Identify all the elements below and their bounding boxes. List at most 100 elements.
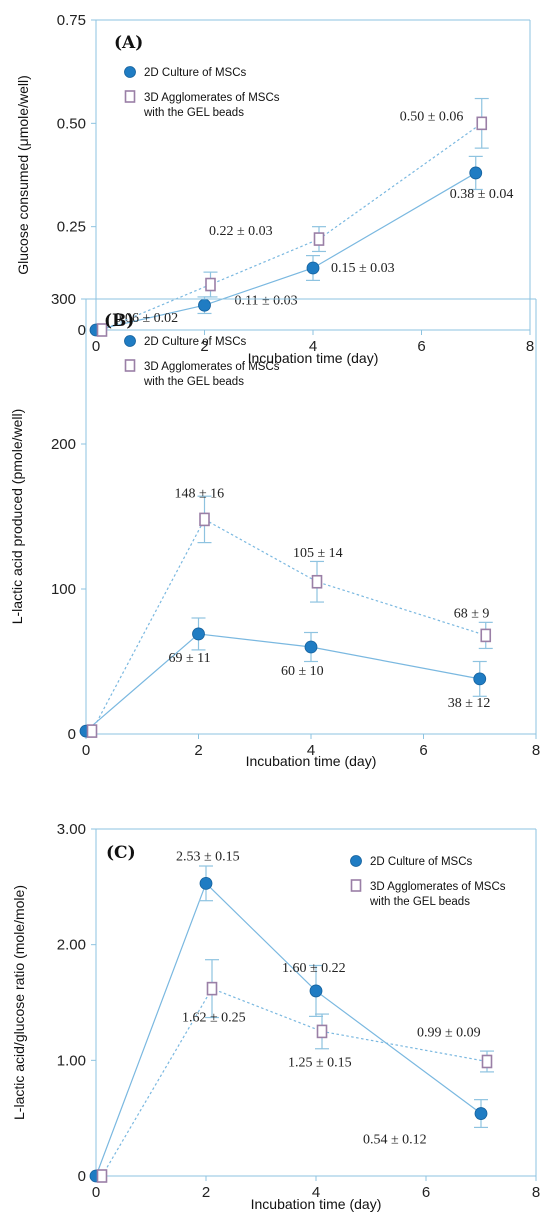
data-point-2d xyxy=(309,984,323,998)
x-axis-title: Incubation time (day) xyxy=(251,1196,382,1212)
data-label: 1.60 ± 0.22 xyxy=(282,961,346,976)
panel-label: (B) xyxy=(104,311,134,331)
x-tick-label: 0 xyxy=(92,1184,100,1201)
x-axis-title: Incubation time (day) xyxy=(248,350,379,366)
y-tick-label: 0 xyxy=(78,322,86,339)
data-point-3d xyxy=(316,1024,328,1039)
legend-marker-3d xyxy=(350,879,362,892)
x-tick-label: 8 xyxy=(532,742,540,759)
data-label: 0.50 ± 0.06 xyxy=(400,109,464,124)
series-line-2d xyxy=(95,172,477,331)
data-label: 148 ± 16 xyxy=(175,486,225,501)
y-tick-label: 2.00 xyxy=(57,937,86,954)
data-point-2d xyxy=(192,627,205,641)
y-axis-title: Glucose consumed (μmole/well) xyxy=(15,75,31,274)
y-tick-label: 3.00 xyxy=(57,821,86,838)
y-axis-title: L-lactic acid/glucose ratio (mole/mole) xyxy=(11,885,27,1120)
x-tick-label: 4 xyxy=(307,742,315,759)
legend-label-2d: 2D Culture of MSCs xyxy=(370,856,473,868)
x-tick-label: 8 xyxy=(526,338,534,355)
x-tick-label: 4 xyxy=(312,1184,320,1201)
legend-marker-2d xyxy=(124,66,136,78)
x-tick-label: 6 xyxy=(422,1184,430,1201)
legend-label-3d: 3D Agglomerates of MSCs xyxy=(144,92,280,104)
legend-marker-2d xyxy=(124,335,136,347)
legend-label-3d-cont: with the GEL beads xyxy=(369,896,470,908)
y-tick-label: 1.00 xyxy=(57,1052,86,1069)
legend-label-3d-cont: with the GEL beads xyxy=(143,376,244,388)
legend-label-2d: 2D Culture of MSCs xyxy=(144,67,247,79)
y-tick-label: 100 xyxy=(51,581,76,598)
data-label: 38 ± 12 xyxy=(448,696,491,711)
x-tick-label: 2 xyxy=(194,742,202,759)
x-tick-label: 6 xyxy=(417,338,425,355)
y-tick-label: 0 xyxy=(78,1168,86,1185)
data-point-2d xyxy=(198,298,211,312)
x-tick-label: 8 xyxy=(532,1184,540,1201)
legend-label-3d-cont: with the GEL beads xyxy=(143,107,244,119)
data-label: 0.11 ± 0.03 xyxy=(235,294,298,309)
panel-label: (C) xyxy=(106,843,136,863)
y-tick-label: 200 xyxy=(51,436,76,453)
panel-a: 0 2 4 6 8 0 0.25 0.50 0.75 Incubation time (day) G… xyxy=(15,12,534,366)
panel-label: (A) xyxy=(114,33,143,53)
legend-label-3d: 3D Agglomerates of MSCs xyxy=(144,361,280,373)
data-point-3d xyxy=(86,724,98,738)
data-label: 68 ± 9 xyxy=(454,606,490,621)
data-point-2d xyxy=(304,640,318,654)
series-line-2d xyxy=(95,882,482,1177)
data-label: 2.53 ± 0.15 xyxy=(176,849,240,864)
legend-label-3d: 3D Agglomerates of MSCs xyxy=(370,881,506,893)
data-label: 105 ± 14 xyxy=(293,546,343,561)
y-tick-label: 0 xyxy=(68,726,76,743)
x-tick-label: 2 xyxy=(200,338,208,355)
x-tick-label: 2 xyxy=(202,1184,210,1201)
data-point-2d xyxy=(473,672,487,686)
data-point-3d xyxy=(206,981,218,996)
data-label: 0.15 ± 0.03 xyxy=(331,261,395,276)
x-tick-label: 0 xyxy=(82,742,90,759)
legend-marker-3d xyxy=(124,359,136,372)
data-point-3d xyxy=(96,323,108,337)
panel-c: 0 2 4 6 8 0 1.00 2.00 3.00 Incubation time (day) L… xyxy=(11,821,540,1212)
data-label: 0.54 ± 0.12 xyxy=(363,1133,427,1148)
data-label: 1.62 ± 0.25 xyxy=(182,1011,246,1026)
data-point-3d xyxy=(313,232,325,246)
data-label: 0.22 ± 0.03 xyxy=(209,224,273,239)
y-axis-title: L-lactic acid produced (pmole/well) xyxy=(9,409,25,625)
data-point-3d xyxy=(96,1169,108,1183)
data-label: 60 ± 10 xyxy=(281,664,324,679)
x-tick-label: 0 xyxy=(92,338,100,355)
data-label: 69 ± 11 xyxy=(169,651,211,666)
data-point-3d xyxy=(481,1054,493,1069)
data-point-3d xyxy=(480,628,492,643)
data-point-2d xyxy=(306,261,320,275)
data-point-3d xyxy=(199,512,210,527)
x-tick-label: 4 xyxy=(309,338,317,355)
y-tick-label: 0.50 xyxy=(57,115,86,132)
legend-marker-3d xyxy=(124,90,136,103)
x-tick-label: 6 xyxy=(419,742,427,759)
data-label: 1.25 ± 0.15 xyxy=(288,1055,352,1070)
series-line-3d xyxy=(101,987,488,1177)
legend-label-2d: 2D Culture of MSCs xyxy=(144,336,247,348)
series-line-3d xyxy=(101,122,483,331)
y-tick-label: 0.25 xyxy=(57,219,86,236)
series-line-2d xyxy=(85,633,480,732)
y-tick-label: 0.75 xyxy=(57,12,86,29)
data-point-2d xyxy=(199,876,213,890)
data-label: 0.06 ± 0.02 xyxy=(115,311,179,326)
data-point-2d xyxy=(469,166,483,180)
legend-marker-2d xyxy=(350,855,362,867)
data-point-2d xyxy=(474,1107,488,1120)
data-point-3d xyxy=(311,574,323,589)
series-line-3d xyxy=(91,518,486,732)
y-tick-label: 300 xyxy=(51,291,76,308)
data-label: 0.38 ± 0.04 xyxy=(450,187,514,202)
data-point-3d xyxy=(476,116,488,131)
data-point-3d xyxy=(205,277,216,292)
x-axis-title: Incubation time (day) xyxy=(246,753,377,769)
data-label: 0.99 ± 0.09 xyxy=(417,1025,481,1040)
